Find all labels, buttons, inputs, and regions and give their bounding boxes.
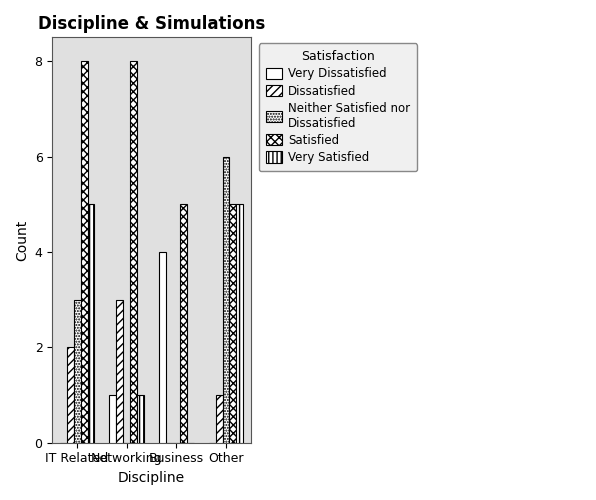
Bar: [67, 348, 74, 442]
Bar: [237, 204, 243, 442]
X-axis label: Discipline: Discipline: [118, 471, 185, 485]
Bar: [80, 61, 88, 442]
Bar: [222, 156, 229, 443]
Bar: [137, 395, 144, 442]
Bar: [229, 204, 237, 442]
Title: Discipline & Simulations: Discipline & Simulations: [38, 15, 265, 33]
Bar: [116, 300, 123, 442]
Bar: [216, 395, 222, 442]
Bar: [74, 300, 80, 442]
Y-axis label: Count: Count: [15, 220, 29, 260]
Bar: [109, 395, 116, 442]
Bar: [130, 61, 137, 442]
Legend: Very Dissatisfied, Dissatisfied, Neither Satisfied nor
Dissatisfied, Satisfied, : Very Dissatisfied, Dissatisfied, Neither…: [259, 43, 417, 171]
Bar: [180, 204, 187, 442]
Bar: [88, 204, 95, 442]
Bar: [159, 252, 166, 442]
